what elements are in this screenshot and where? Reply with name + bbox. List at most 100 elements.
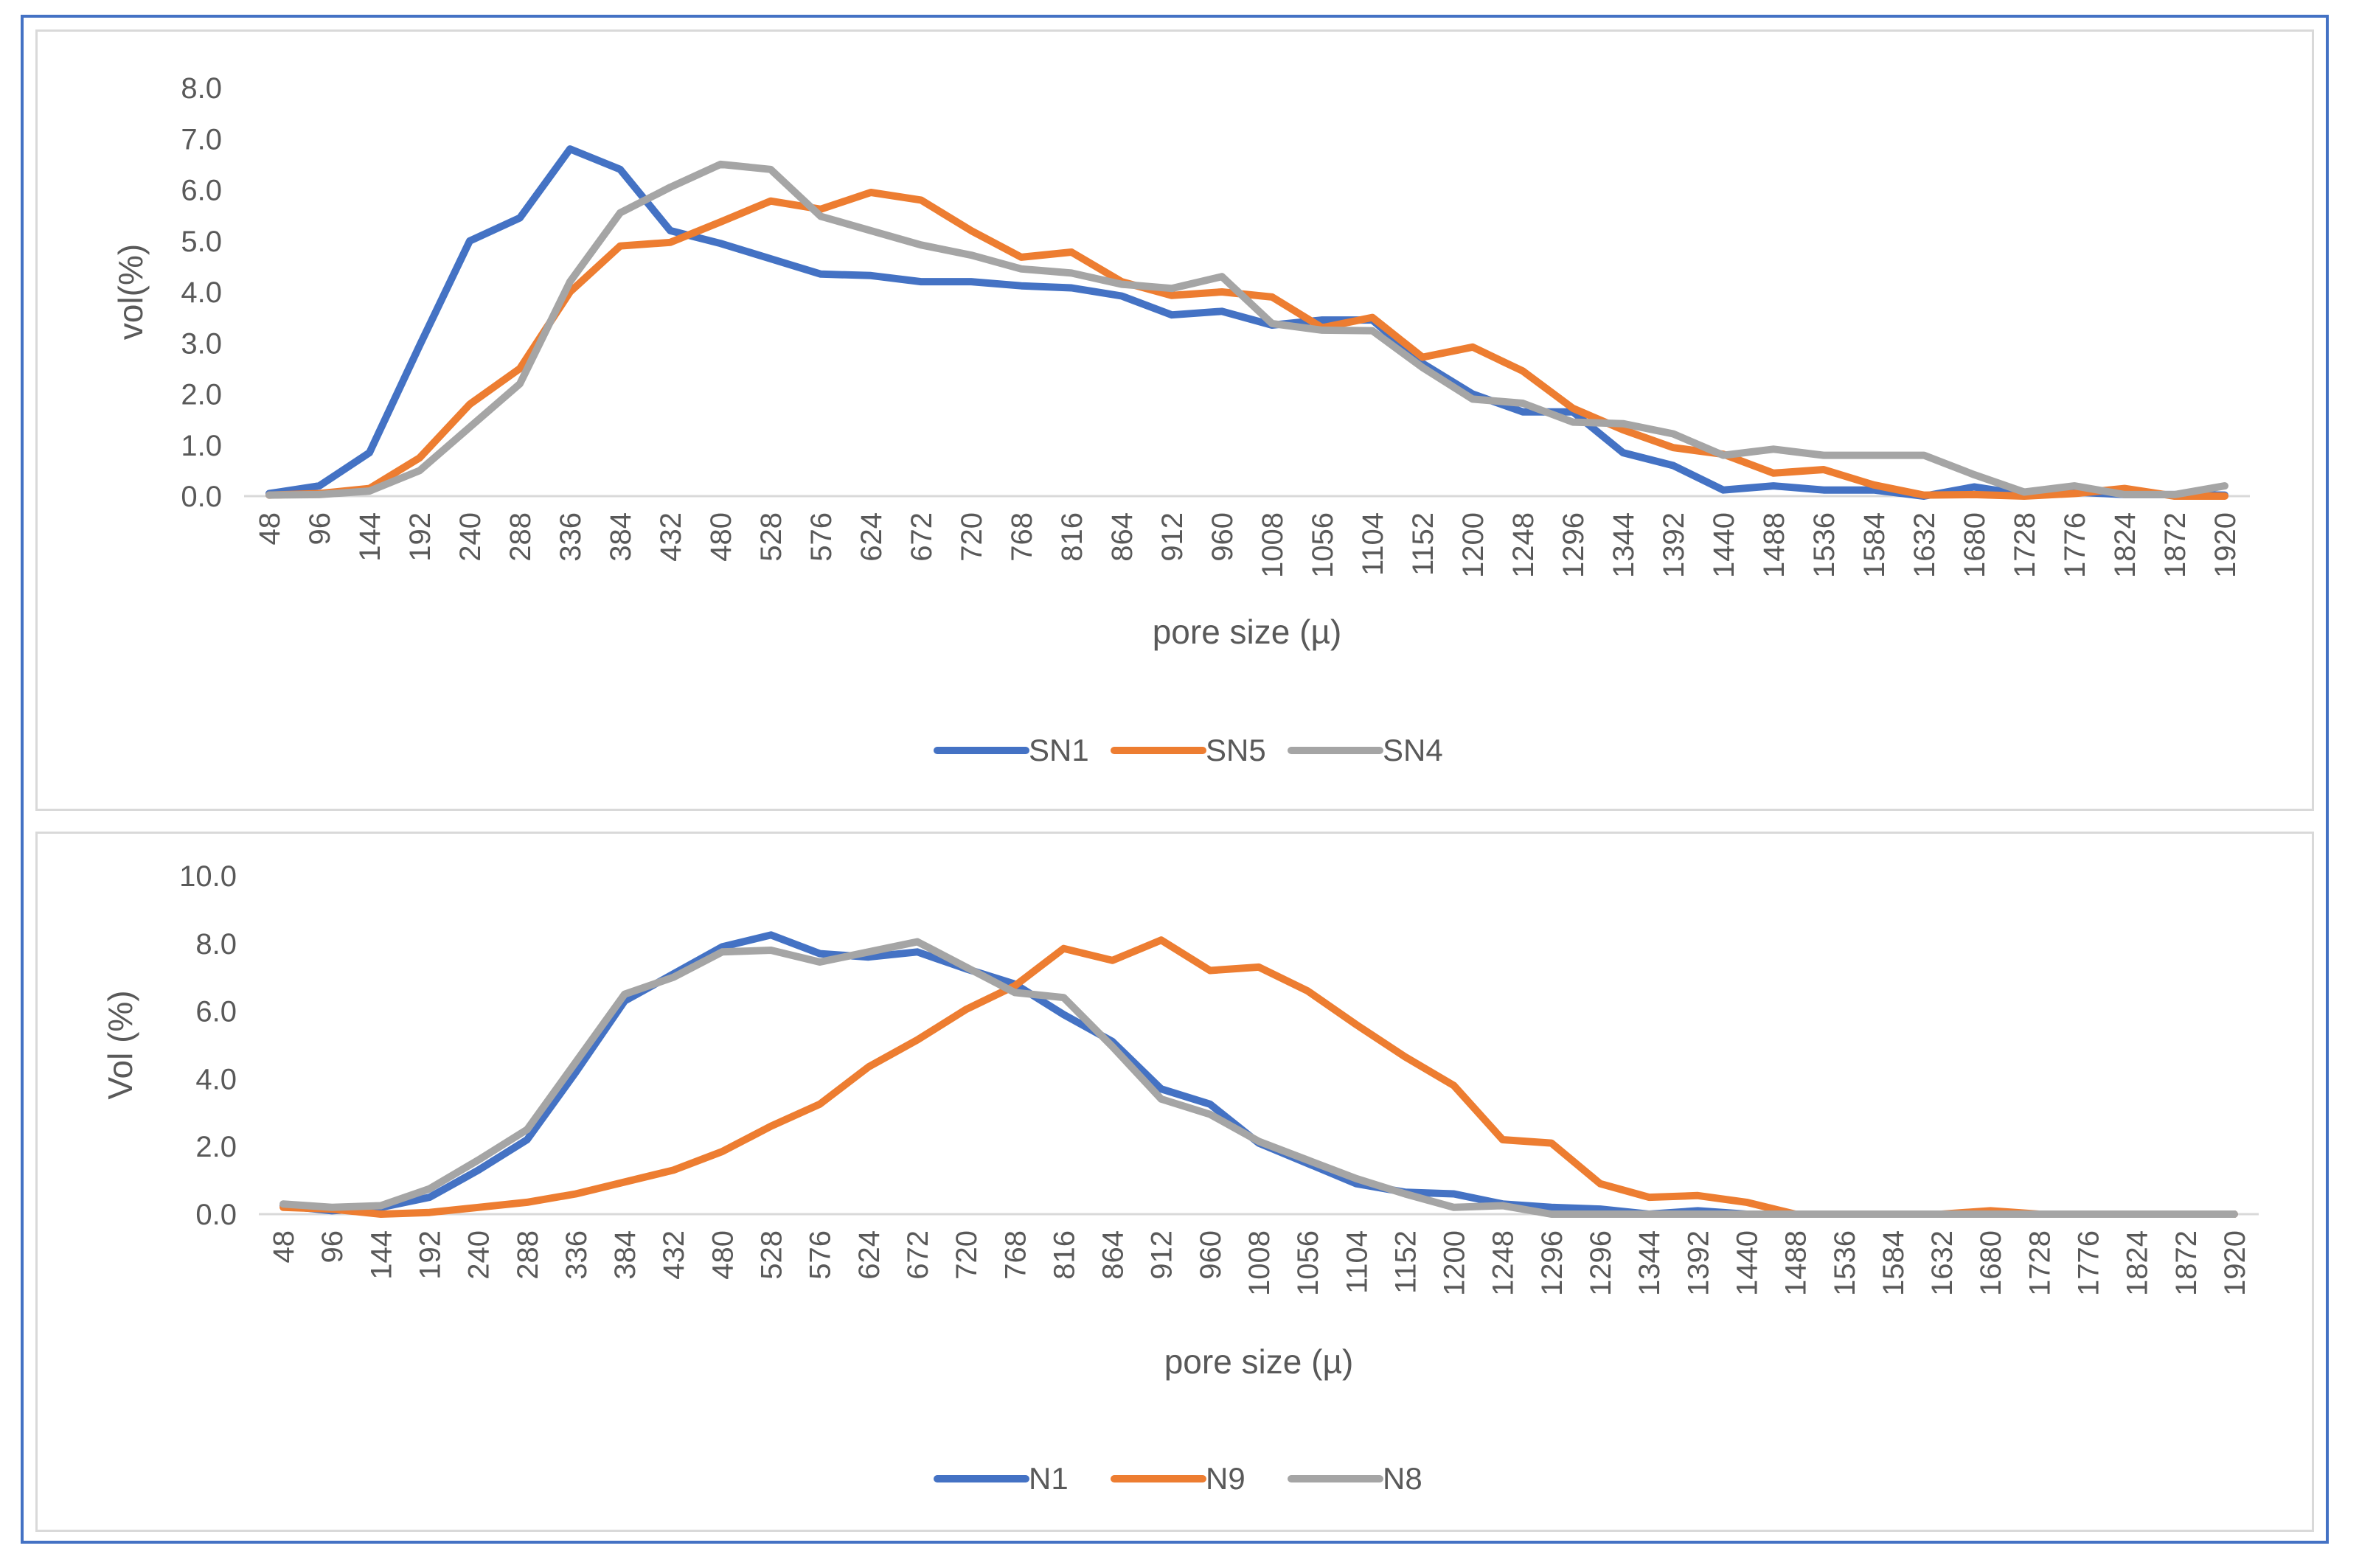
x-tick-label: 240: [463, 1230, 496, 1280]
x-tick-label: 1344: [1633, 1230, 1666, 1296]
x-tick-label: 1632: [1926, 1230, 1959, 1296]
y-tick-label: 4.0: [181, 276, 222, 309]
x-tick-label: 720: [956, 512, 988, 562]
x-tick-label: 1920: [2219, 1230, 2251, 1296]
x-tick-label: 768: [999, 1230, 1032, 1280]
x-tick-label: 1824: [2122, 1230, 2154, 1296]
x-tick-label: 1536: [1808, 512, 1841, 578]
series-line-n8: [279, 938, 2238, 1218]
x-tick-label: 672: [902, 1230, 934, 1280]
x-tick-label: 1584: [1877, 1230, 1910, 1296]
x-tick-label: 1152: [1407, 512, 1439, 576]
y-tick-label: 10.0: [179, 860, 237, 893]
x-tick-label: 432: [658, 1230, 690, 1280]
x-tick-label: 1200: [1457, 512, 1490, 578]
x-tick-label: 720: [951, 1230, 983, 1280]
x-tick-label: 1056: [1292, 1230, 1324, 1296]
x-tick-label: 288: [504, 512, 537, 562]
legend-item-sn4: SN4: [1288, 733, 1443, 767]
x-tick-label: 288: [512, 1230, 544, 1280]
legend-label: SN4: [1383, 733, 1443, 767]
x-tick-label: 672: [906, 512, 938, 562]
x-tick-label: 864: [1106, 512, 1139, 562]
x-tick-label: 960: [1206, 512, 1239, 562]
x-tick-label: 960: [1195, 1230, 1227, 1280]
y-tick-label: 6.0: [181, 175, 222, 207]
y-tick-label: 8.0: [195, 928, 237, 961]
x-tick-label: 1344: [1608, 512, 1640, 578]
y-tick-label: 4.0: [195, 1063, 237, 1095]
y-tick-label: 7.0: [181, 123, 222, 156]
x-tick-label: 1440: [1731, 1230, 1763, 1296]
x-tick-label: 1392: [1658, 512, 1690, 578]
x-tick-label: 864: [1097, 1230, 1130, 1280]
x-tick-label: 1296: [1585, 1230, 1617, 1296]
x-tick-label: 1296: [1536, 1230, 1568, 1296]
y-axis-title: vol(%): [111, 244, 150, 340]
x-tick-label: 96: [316, 1230, 349, 1264]
y-tick-label: 0.0: [181, 481, 222, 513]
x-tick-label: 144: [354, 512, 386, 562]
x-tick-label: 240: [454, 512, 487, 562]
legend-item-sn1: SN1: [934, 733, 1089, 767]
x-tick-label: 192: [414, 1230, 447, 1280]
legend-item-n1: N1: [934, 1461, 1069, 1496]
figure-frame: 0.0 1.0 2.0 3.0 4.0 5.0 6.0 7.0 8.0 48 96 144 192 240…: [21, 15, 2329, 1544]
x-tick-label: 1584: [1858, 512, 1891, 578]
series-line-n1: [279, 931, 2238, 1218]
x-tick-label: 1488: [1758, 512, 1790, 578]
x-tick-label: 624: [853, 1230, 886, 1280]
x-tick-label: 528: [756, 1230, 788, 1280]
x-tick-label: 192: [404, 512, 437, 562]
x-tick-label: 1824: [2109, 512, 2141, 578]
x-tick-label: 384: [605, 512, 637, 562]
x-tick-label: 1632: [1908, 512, 1941, 578]
x-tick-label: 48: [254, 512, 286, 546]
x-tick-label: 1488: [1780, 1230, 1813, 1296]
x-tick-label: 1248: [1487, 1230, 1520, 1296]
y-tick-label: 8.0: [181, 72, 222, 105]
y-tick-label: 0.0: [195, 1199, 237, 1231]
x-tick-label: 1680: [1959, 512, 1991, 578]
y-tick-label: 6.0: [195, 996, 237, 1028]
chart-top: 0.0 1.0 2.0 3.0 4.0 5.0 6.0 7.0 8.0 48 96 144 192 240…: [111, 72, 2250, 767]
y-tick-label: 5.0: [181, 226, 222, 258]
x-tick-label: 480: [705, 512, 737, 562]
x-tick-label: 336: [555, 512, 587, 562]
x-tick-label: 1008: [1243, 1230, 1276, 1296]
legend-label: SN1: [1029, 733, 1089, 767]
x-tick-label: 432: [655, 512, 687, 562]
x-tick-label: 576: [805, 1230, 837, 1280]
x-tick-label: 816: [1048, 1230, 1080, 1280]
legend-label: SN5: [1206, 733, 1266, 767]
x-tick-label: 1008: [1257, 512, 1289, 578]
legend-label: N9: [1206, 1461, 1245, 1496]
x-tick-label: 384: [609, 1230, 642, 1280]
x-tick-label: 816: [1056, 512, 1088, 562]
x-tick-label: 1776: [2059, 512, 2091, 578]
x-tick-label: 624: [855, 512, 888, 562]
x-tick-label: 1104: [1357, 512, 1389, 576]
legend-label: N1: [1029, 1461, 1069, 1496]
x-tick-label: 1872: [2170, 1230, 2203, 1296]
x-tick-label: 1200: [1439, 1230, 1471, 1296]
y-tick-label: 2.0: [181, 379, 222, 411]
chart-panel-top: 0.0 1.0 2.0 3.0 4.0 5.0 6.0 7.0 8.0 48 96 144 192 240…: [35, 29, 2314, 811]
x-tick-label: 1536: [1829, 1230, 1861, 1296]
x-tick-label: 1152: [1389, 1230, 1422, 1294]
y-tick-label: 2.0: [195, 1131, 237, 1163]
x-tick-label: 1104: [1341, 1230, 1373, 1294]
x-tick-label: 1920: [2209, 512, 2242, 578]
x-tick-label: 96: [304, 512, 336, 546]
series-line-sn5: [265, 189, 2228, 500]
x-tick-label: 480: [706, 1230, 739, 1280]
x-tick-label: 1056: [1307, 512, 1339, 578]
chart-bottom: 0.0 2.0 4.0 6.0 8.0 10.0 48 96 144 192 240 288 336 38…: [101, 860, 2259, 1496]
x-tick-label: 1728: [2009, 512, 2041, 578]
x-tick-label: 1440: [1708, 512, 1740, 578]
series-line-sn1: [265, 145, 2228, 500]
x-tick-label: 1776: [2072, 1230, 2105, 1296]
legend-item-sn5: SN5: [1111, 733, 1266, 767]
x-tick-label: 1728: [2023, 1230, 2056, 1296]
x-tick-label: 768: [1006, 512, 1038, 562]
